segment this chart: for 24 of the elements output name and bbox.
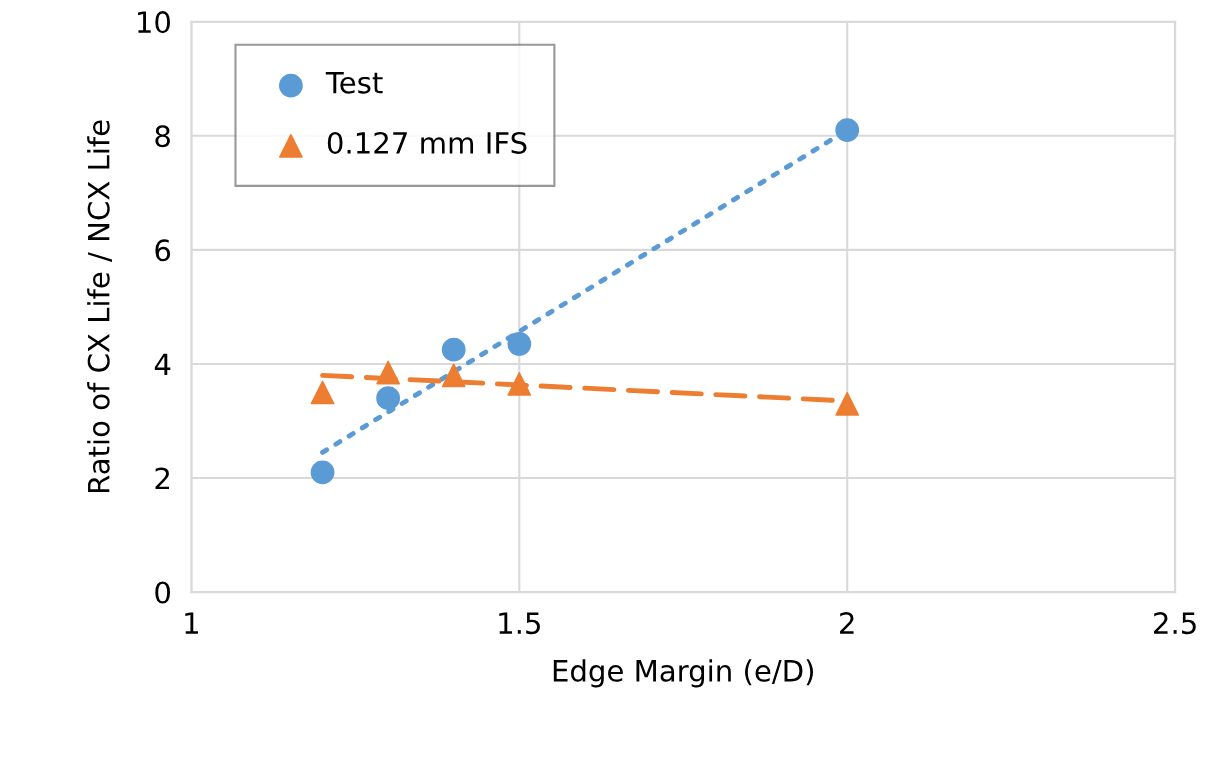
legend-label: 0.127 mm IFS: [327, 131, 527, 154]
point: [310, 380, 335, 405]
legend-label: Test: [325, 71, 383, 94]
y-axis-title: Ratio of CX Life / NCX Life: [87, 120, 113, 493]
point: [507, 372, 532, 396]
point: [376, 360, 401, 385]
point: [376, 386, 401, 411]
y-tick-label: 0: [155, 581, 170, 604]
point: [835, 118, 860, 142]
point: [441, 363, 466, 388]
point: [441, 337, 466, 362]
y-tick-label: 8: [155, 125, 170, 148]
y-tick-label: 6: [155, 239, 171, 262]
x-tick-label: 1.5: [499, 612, 540, 635]
point: [310, 460, 335, 485]
x-tick-label: 2.5: [1154, 612, 1196, 635]
y-tick-label: 2: [155, 467, 170, 490]
x-axis-title: Edge Margin (e/D): [553, 659, 814, 688]
x-tick-label: 1: [185, 612, 198, 634]
point: [507, 332, 532, 356]
y-tick-label: 4: [154, 353, 171, 376]
x-tick-label: 2: [840, 612, 854, 634]
y-tick-label: 10: [138, 11, 170, 34]
point: [835, 391, 860, 416]
